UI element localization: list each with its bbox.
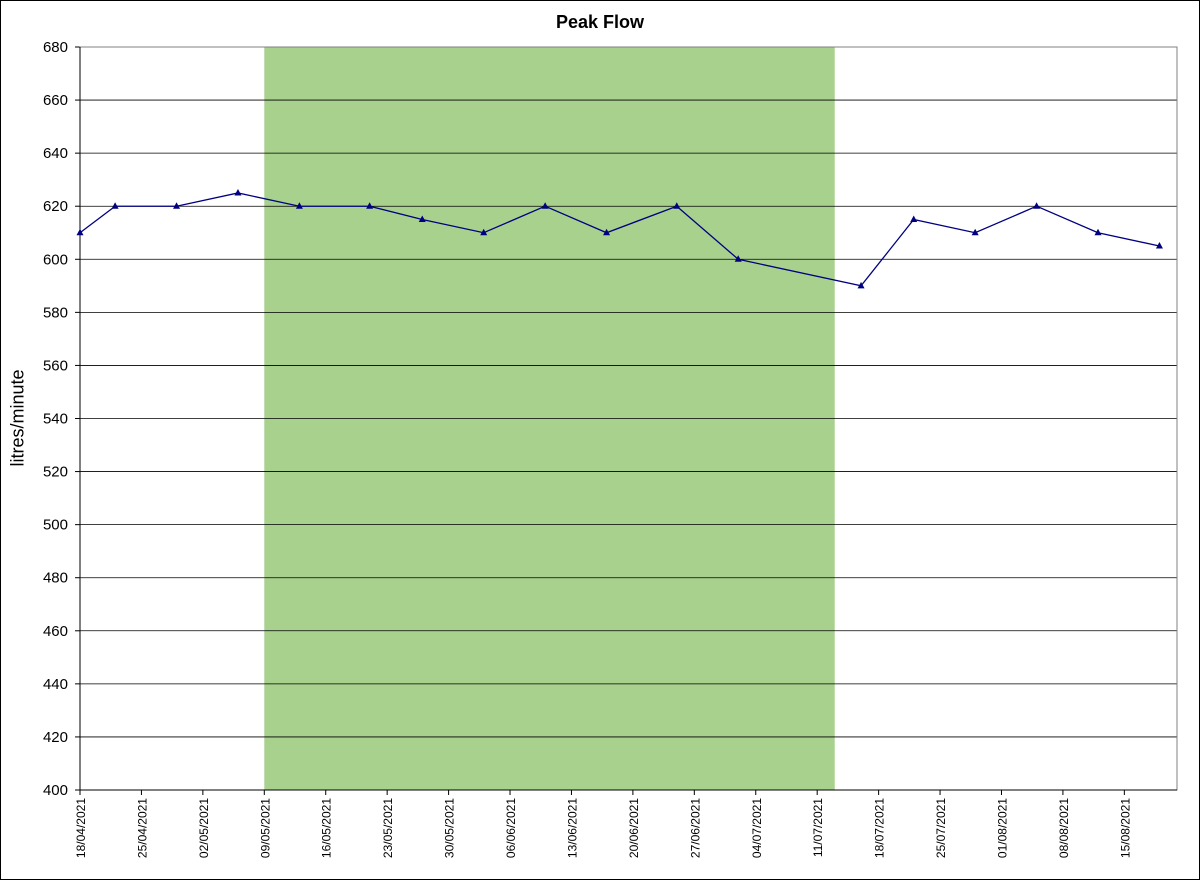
data-point (603, 228, 611, 236)
data-point (541, 202, 549, 209)
y-tick-label: 420 (43, 729, 68, 746)
y-tick-label: 460 (43, 623, 68, 640)
y-tick-label: 400 (43, 782, 68, 799)
data-point (480, 228, 488, 236)
data-point (173, 202, 181, 209)
data-point (1094, 228, 1102, 236)
x-tick-label: 13/06/2021 (565, 798, 579, 858)
y-tick-label: 480 (43, 570, 68, 587)
x-tick-label: 16/05/2021 (320, 798, 334, 858)
data-point (366, 202, 374, 209)
data-point (1033, 202, 1041, 209)
x-tick-label: 20/06/2021 (627, 798, 641, 858)
x-tick-label: 01/08/2021 (995, 798, 1009, 858)
x-tick-label: 06/06/2021 (504, 798, 518, 858)
data-point (673, 202, 681, 209)
x-tick-label: 04/07/2021 (750, 798, 764, 858)
x-tick-label: 18/04/2021 (74, 798, 88, 858)
data-point (295, 202, 303, 209)
y-tick-label: 540 (43, 411, 68, 428)
x-tick-label: 11/07/2021 (811, 798, 825, 857)
data-point (418, 215, 426, 222)
data-point (1155, 242, 1163, 249)
chart-title: Peak Flow (555, 12, 645, 32)
y-tick-label: 620 (43, 198, 68, 215)
y-tick-label: 640 (43, 145, 68, 162)
series-line (79, 192, 1160, 287)
y-tick-label: 580 (43, 304, 68, 321)
data-point (857, 281, 865, 289)
data-point (234, 188, 242, 196)
y-tick-label: 600 (43, 251, 68, 268)
x-tick-label: 25/04/2021 (135, 798, 149, 858)
data-point (910, 215, 918, 222)
y-tick-label: 520 (43, 464, 68, 481)
data-point (76, 228, 84, 236)
x-tick-label: 23/05/2021 (381, 798, 395, 858)
y-tick-label: 500 (43, 517, 68, 534)
x-tick-label: 25/07/2021 (934, 798, 948, 858)
data-point (734, 255, 742, 262)
x-tick-label: 15/08/2021 (1118, 798, 1132, 858)
data-point (971, 228, 979, 236)
x-tick-label: 09/05/2021 (258, 798, 272, 858)
x-tick-label: 08/08/2021 (1057, 798, 1071, 858)
y-tick-label: 660 (43, 92, 68, 109)
x-tick-label: 27/06/2021 (688, 798, 702, 858)
y-tick-label: 560 (43, 357, 68, 374)
x-tick-label: 18/07/2021 (873, 798, 887, 858)
x-tick-label: 30/05/2021 (443, 798, 457, 858)
x-tick-label: 02/05/2021 (197, 798, 211, 858)
data-point (111, 202, 119, 209)
y-tick-label: 440 (43, 676, 68, 693)
y-tick-label: 680 (43, 39, 68, 56)
